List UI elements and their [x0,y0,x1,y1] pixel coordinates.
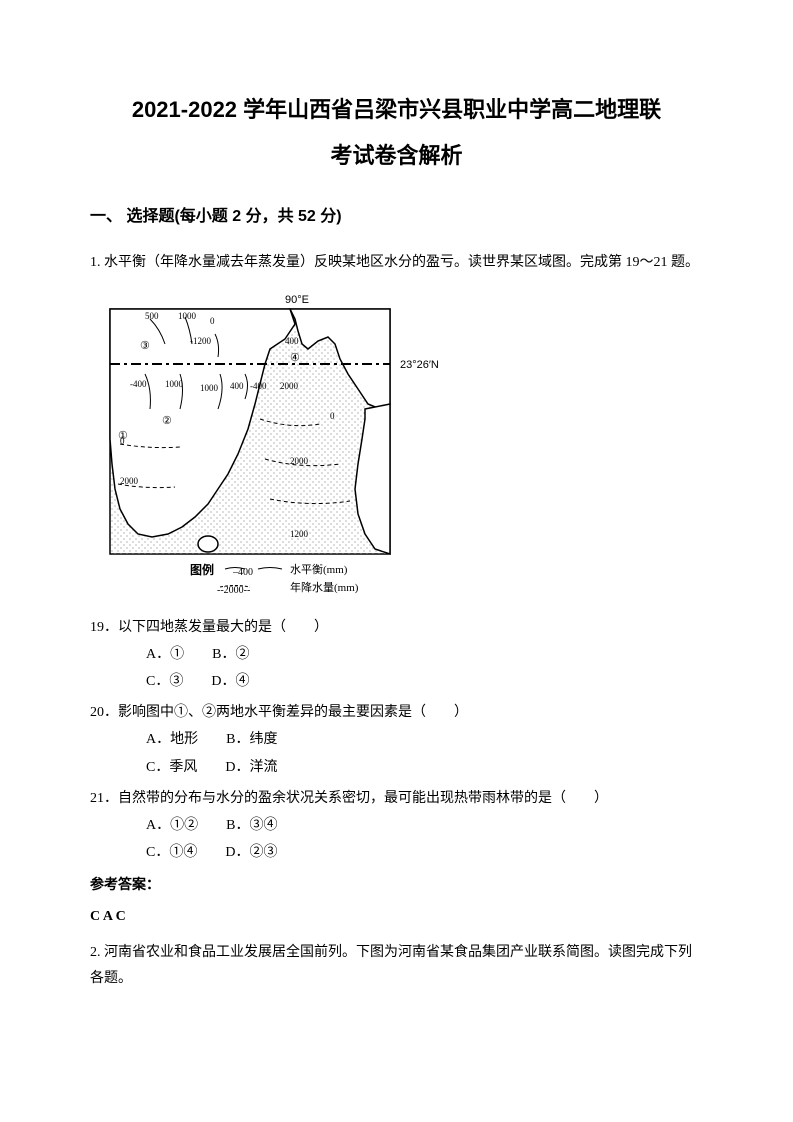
svg-text:1200: 1200 [290,529,309,539]
svg-text:400: 400 [285,336,299,346]
question2-text: 2. 河南省农业和食品工业发展居全国前列。下图为河南省某食品集团产业联系简图。读… [90,940,703,993]
question1-intro: 1. 水平衡（年降水量减去年蒸发量）反映某地区水分的盈亏。读世界某区域图。完成第… [90,250,703,277]
q19-text: 19．以下四地蒸发量最大的是（ ） [90,615,703,640]
q20-options-row1: A．地形 B．纬度 [90,727,703,752]
svg-text:图例: 图例 [190,562,214,577]
svg-text:23°26′N: 23°26′N [400,359,439,371]
svg-text:2000: 2000 [280,381,299,391]
svg-text:-400: -400 [250,381,267,391]
page-title-line1: 2021-2022 学年山西省吕梁市兴县职业中学高二地理联 [90,90,703,130]
svg-text:③: ③ [140,340,150,352]
svg-text:-1200: -1200 [190,336,211,346]
svg-text:2000: 2000 [290,456,309,466]
svg-text:400: 400 [230,381,244,391]
svg-text:水平衡(mm): 水平衡(mm) [290,563,348,576]
svg-text:90°E: 90°E [285,294,309,306]
svg-text:1000: 1000 [165,379,184,389]
svg-text:–400: –400 [232,567,253,578]
section-header: 一、 选择题(每小题 2 分，共 52 分) [90,203,703,232]
svg-text:--2000--: --2000-- [217,585,250,596]
svg-text:500: 500 [145,311,159,321]
q21-text: 21．自然带的分布与水分的盈余状况关系密切，最可能出现热带雨林带的是（ ） [90,786,703,811]
svg-text:1000: 1000 [178,311,197,321]
q19-options-row2: C．③ D．④ [90,669,703,694]
svg-text:②: ② [162,415,172,427]
q20-text: 20．影响图中①、②两地水平衡差异的最主要因素是（ ） [90,700,703,725]
svg-text:0: 0 [330,411,335,421]
q20-options-row2: C．季风 D．洋流 [90,755,703,780]
svg-text:①: ① [118,430,128,442]
svg-text:年降水量(mm): 年降水量(mm) [290,580,359,594]
q21-options-row2: C．①④ D．②③ [90,840,703,865]
q19-options-row1: A．① B．② [90,642,703,667]
answer-text: C A C [90,904,703,929]
svg-text:-400: -400 [130,379,147,389]
svg-text:2000: 2000 [120,476,139,486]
map-svg: 90°E 23°26′N 500 1000 0 -1200 400 -400 1… [90,289,470,599]
svg-text:0: 0 [210,316,215,326]
page-title-line2: 考试卷含解析 [90,136,703,176]
answer-label: 参考答案： [90,873,703,898]
q21-options-row1: A．①② B．③④ [90,813,703,838]
svg-text:1000: 1000 [200,383,219,393]
svg-text:④: ④ [290,352,300,364]
map-figure: 90°E 23°26′N 500 1000 0 -1200 400 -400 1… [90,289,703,599]
